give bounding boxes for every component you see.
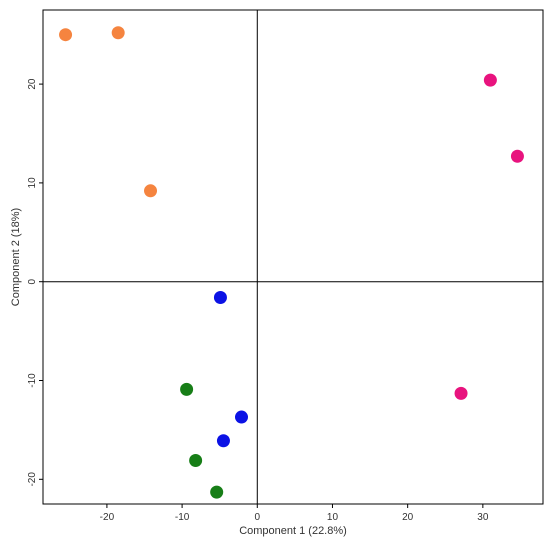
scatter-point xyxy=(213,291,227,305)
x-tick-label: 0 xyxy=(255,512,261,523)
y-axis-title: Component 2 (18%) xyxy=(10,208,22,306)
scatter-point xyxy=(111,26,125,40)
scatter-points xyxy=(59,26,524,499)
scatter-point xyxy=(454,386,468,400)
y-tick-label: 10 xyxy=(27,177,38,189)
y-tick-label: -10 xyxy=(27,373,38,388)
scatter-point xyxy=(234,410,248,424)
scatter-point xyxy=(144,184,158,198)
scatter-point xyxy=(216,434,230,448)
y-tick-label: 20 xyxy=(27,78,38,90)
scatter-point xyxy=(510,149,524,163)
scatter-point xyxy=(59,28,73,42)
x-tick-label: -10 xyxy=(175,512,190,523)
scatter-point xyxy=(189,454,203,468)
plot-frame xyxy=(42,9,544,505)
x-axis-ticks: -20 -10 0 10 20 30 xyxy=(100,504,489,523)
x-axis-title: Component 1 (22.8%) xyxy=(239,525,347,537)
x-tick-label: 30 xyxy=(477,512,489,523)
x-tick-label: 20 xyxy=(402,512,414,523)
scatter-point xyxy=(483,73,497,87)
zero-lines xyxy=(43,10,543,504)
y-axis-ticks: -20 -10 0 10 20 xyxy=(27,78,43,487)
x-tick-label: 10 xyxy=(327,512,339,523)
scatter-point xyxy=(210,485,224,499)
scatter-point xyxy=(180,382,194,396)
y-tick-label: -20 xyxy=(27,472,38,487)
y-tick-label: 0 xyxy=(27,278,38,284)
x-tick-label: -20 xyxy=(100,512,115,523)
